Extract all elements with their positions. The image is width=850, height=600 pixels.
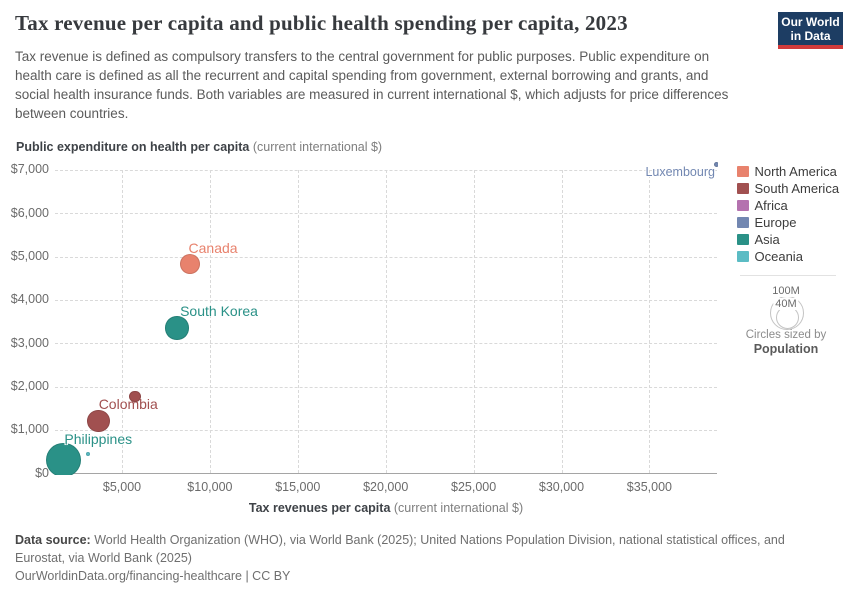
size-legend-caption: Circles sized by [745,329,827,341]
data-point-luxembourg[interactable] [713,161,718,167]
gridline-x-15000 [297,169,299,474]
legend-label-oceania: Oceania [754,249,803,264]
owid-url-license[interactable]: OurWorldinData.org/financing-healthcare … [15,569,291,583]
size-legend-inner-circle [775,306,799,330]
legend-swatch-europe [737,216,749,229]
legend-label-africa: Africa [754,198,788,213]
legend-item-north-america[interactable]: North America [737,163,839,180]
legend-label-south-america: South America [754,181,840,196]
owid-logo-line1: Our World [781,15,840,29]
owid-logo[interactable]: Our World in Data [778,12,843,49]
data-source-label: Data source: [15,533,91,547]
data-point-philippines[interactable] [46,442,81,475]
x-tick-label-5000: $5,000 [102,480,142,494]
owid-logo-line2: in Data [790,29,831,43]
size-legend-inner-label: 40M [773,297,799,310]
x-tick-label-30000: $30,000 [538,480,585,494]
gridline-x-5000 [122,169,123,474]
x-tick-label-35000: $35,000 [626,480,672,494]
y-axis-title-unit: (current international $) [249,140,383,154]
legend-swatch-oceania [737,250,749,263]
legend-item-africa[interactable]: Africa [737,197,839,214]
legend-item-asia[interactable]: Asia [737,231,839,248]
legend-label-north-america: North America [754,164,837,179]
data-point-canada[interactable] [179,253,201,275]
y-tick-label-4000: $4,000 [10,292,49,307]
point-label-luxembourg: Luxembourg [645,165,715,180]
legend-swatch-asia [737,233,749,246]
x-axis-title-unit: (current international $) [390,501,524,515]
y-axis-title-main: Public expenditure on health per capita [16,140,250,154]
y-tick-label-5000: $5,000 [10,249,49,263]
size-legend-outer-label: 100M [770,285,802,297]
point-label-south-korea: South Korea [180,303,258,320]
legend-divider [740,275,836,276]
data-source-note: Data source: World Health Organization (… [15,532,835,567]
data-point-unlabeled-oceania-3[interactable] [85,452,90,457]
x-axis-title-main: Tax revenues per capita [248,501,391,515]
legend-item-oceania[interactable]: Oceania [737,248,839,265]
x-tick-label-10000: $10,000 [187,480,233,494]
y-tick-label-7000: $7,000 [10,162,49,177]
chart-title: Tax revenue per capita and public health… [15,11,628,35]
continent-legend: North America South America Africa Europe As… [737,163,839,265]
point-label-philippines: Philippines [64,431,133,448]
data-point-colombia[interactable] [86,409,110,433]
gridline-x-25000 [473,169,475,474]
point-label-colombia: Colombia [98,395,158,412]
gridline-x-35000 [649,169,651,474]
legend-item-europe[interactable]: Europe [737,214,839,231]
plot-clip-area: Philippines Colombia South Korea Canada Luxe… [46,148,718,475]
y-tick-label-2000: $2,000 [10,379,49,394]
legend-item-south-america[interactable]: South America [737,180,839,197]
x-axis-title: Tax revenues per capita (current interna… [86,501,686,515]
legend-swatch-north-america [737,165,749,178]
x-tick-label-25000: $25,000 [451,480,497,494]
legend-swatch-africa [737,199,749,212]
x-axis-line [55,473,717,475]
y-tick-label-6000: $6,000 [10,205,49,220]
data-point-unlabeled-south-america-2[interactable] [129,391,141,403]
x-tick-label-20000: $20,000 [363,480,409,494]
legend-swatch-south-america [737,182,749,195]
legend-label-europe: Europe [754,215,797,230]
data-source-text: World Health Organization (WHO), via Wor… [15,533,785,565]
chart-subtitle: Tax revenue is defined as compulsory tra… [15,49,729,121]
gridline-x-20000 [385,169,387,474]
legend-label-asia: Asia [754,232,780,247]
y-tick-label-0: $0 [35,465,49,480]
y-tick-label-1000: $1,000 [10,422,49,437]
gridline-x-10000 [209,169,211,474]
y-tick-label-3000: $3,000 [10,335,49,350]
data-point-south-korea[interactable] [165,316,189,340]
size-legend-caption-bold: Population [753,342,819,356]
y-axis-title: Public expenditure on health per capita … [16,140,382,154]
gridline-x-30000 [561,169,563,474]
x-tick-label-15000: $15,000 [275,480,321,494]
point-label-canada: Canada [188,239,238,256]
